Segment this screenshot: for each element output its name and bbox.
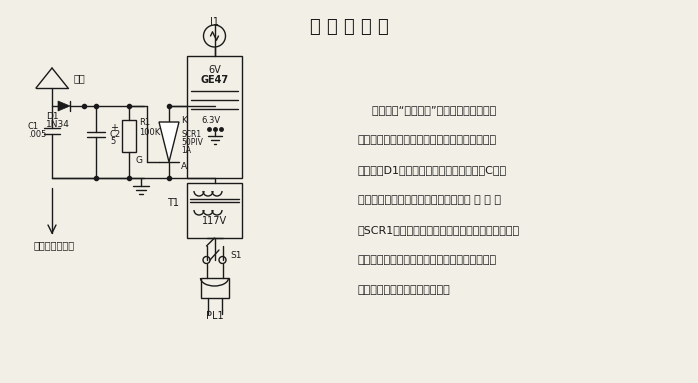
Text: 5: 5: [110, 136, 115, 146]
Text: K: K: [181, 116, 187, 124]
Bar: [187, 56, 242, 178]
Text: 天线: 天线: [74, 73, 86, 83]
Bar: [122, 120, 136, 152]
Text: +: +: [110, 123, 118, 133]
Text: 亮。天线对发讯机的射频输出取样。取消信号经: 亮。天线对发讯机的射频输出取样。取消信号经: [358, 135, 497, 145]
Text: C1: C1: [28, 121, 39, 131]
Text: 117V: 117V: [202, 216, 227, 226]
Text: S1: S1: [230, 250, 242, 260]
Text: G: G: [136, 155, 143, 165]
Text: PL1: PL1: [206, 311, 223, 321]
Text: 电。直流输出用来触发一个小型可控硬 整 流 器: 电。直流输出用来触发一个小型可控硬 整 流 器: [358, 195, 501, 205]
Text: 天线必须与发讯机天线紧耦合。: 天线必须与发讯机天线紧耦合。: [358, 285, 451, 295]
Text: 镀二极管D1整流（检波）后，用来对电容C２充: 镀二极管D1整流（检波）后，用来对电容C２充: [358, 165, 507, 175]
Text: 每当按下“按下发话”按鈕时，指示灯就发: 每当按下“按下发话”按鈕时，指示灯就发: [358, 105, 496, 115]
Text: R1: R1: [139, 118, 150, 126]
Text: .005: .005: [28, 129, 46, 139]
Text: 50PIV: 50PIV: [181, 137, 203, 147]
Text: 发 讯 指 示 器: 发 讯 指 示 器: [310, 18, 388, 36]
Bar: [200, 278, 228, 298]
Text: 6V: 6V: [208, 65, 221, 75]
Text: 1N34: 1N34: [46, 119, 70, 129]
Text: 接至发讯机地线: 接至发讯机地线: [34, 240, 75, 250]
Text: I1: I1: [210, 17, 219, 27]
Text: A: A: [181, 162, 187, 170]
Text: 100K: 100K: [139, 128, 161, 136]
Polygon shape: [58, 101, 70, 111]
Text: （SCR1）。可控硬整流器使电流能流过小指示灯。: （SCR1）。可控硬整流器使电流能流过小指示灯。: [358, 225, 520, 235]
Text: 1A: 1A: [181, 146, 191, 154]
Text: C2: C2: [110, 129, 121, 139]
Bar: [187, 183, 242, 238]
Text: T1: T1: [167, 198, 179, 208]
Polygon shape: [159, 122, 179, 162]
Text: 对于小功率发讯机（例如民用波段电台）来说，: 对于小功率发讯机（例如民用波段电台）来说，: [358, 255, 497, 265]
Text: GE47: GE47: [200, 75, 228, 85]
Text: 6.3V: 6.3V: [201, 116, 220, 124]
Text: SCR1: SCR1: [181, 129, 201, 139]
Text: D1: D1: [46, 111, 59, 121]
